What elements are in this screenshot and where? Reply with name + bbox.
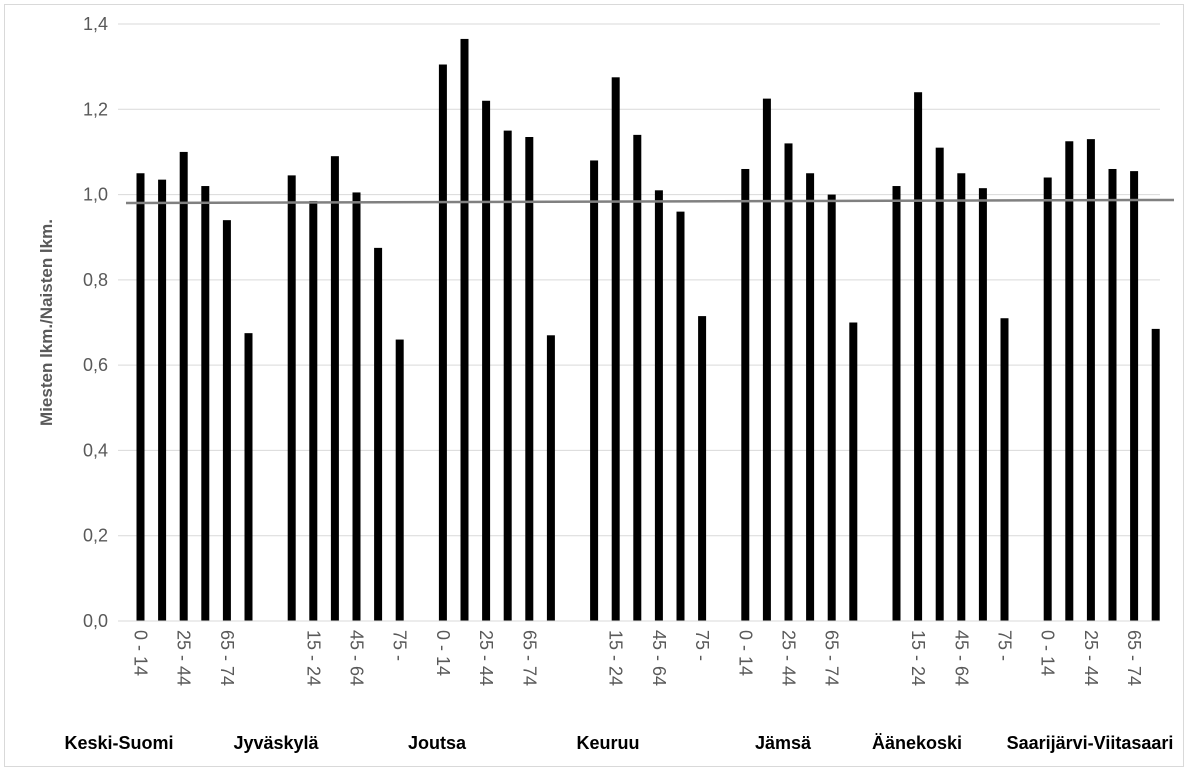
bar <box>438 64 447 621</box>
bar <box>222 220 231 621</box>
bar <box>676 211 685 621</box>
x-tick-label: 25 - 44 <box>1081 630 1101 686</box>
y-tick-label: 1,0 <box>83 185 108 205</box>
x-tick-label: 0 - 14 <box>433 630 453 676</box>
bar <box>460 38 469 622</box>
group-label: Saarijärvi-Viitasaari <box>1007 733 1174 753</box>
x-tick-label: 0 - 14 <box>735 630 755 676</box>
group-label: Äänekoski <box>872 733 962 753</box>
x-tick-label: 45 - 64 <box>649 630 669 686</box>
bar <box>136 173 145 621</box>
bar <box>158 179 167 621</box>
bar <box>892 186 901 622</box>
x-tick-label: 75 - <box>390 630 410 661</box>
x-tick-label: 25 - 44 <box>476 630 496 686</box>
bar <box>1000 318 1009 621</box>
y-tick-label: 0,2 <box>83 526 108 546</box>
group-label: Joutsa <box>408 733 467 753</box>
bar <box>611 77 620 621</box>
bar <box>806 173 815 621</box>
bar <box>1043 177 1052 621</box>
reference-line <box>125 198 1175 205</box>
bar <box>827 194 836 622</box>
x-tick-label: 75 - <box>692 630 712 661</box>
bar <box>849 322 858 621</box>
group-label: Keuruu <box>577 733 640 753</box>
y-tick-label: 0,4 <box>83 440 108 460</box>
bar <box>698 316 707 621</box>
x-tick-label: 65 - 74 <box>519 630 539 686</box>
bar <box>525 137 534 621</box>
bars <box>136 38 1160 622</box>
y-tick-label: 0,0 <box>83 611 108 631</box>
bar <box>762 98 771 621</box>
bar <box>935 147 944 621</box>
group-label: Jämsä <box>755 733 812 753</box>
x-tick-label: 0 - 14 <box>131 630 151 676</box>
y-tick-label: 0,6 <box>83 355 108 375</box>
bar <box>330 156 339 621</box>
bar <box>244 333 253 621</box>
bar <box>201 186 210 622</box>
group-label: Jyväskylä <box>233 733 319 753</box>
x-axis-tick-labels: 0 - 14 25 - 44 65 - 74 15 - 24 45 - 64 75 - 0 … <box>131 630 1145 686</box>
bar <box>1108 168 1117 621</box>
group-label: Keski-Suomi <box>64 733 173 753</box>
x-tick-label: 45 - 64 <box>347 630 367 686</box>
bar <box>1151 328 1160 621</box>
y-tick-label: 0,8 <box>83 270 108 290</box>
x-tick-label: 25 - 44 <box>779 630 799 686</box>
y-axis-tick-labels: 0,0 0,2 0,4 0,6 0,8 1,0 1,2 1,4 <box>83 14 108 631</box>
x-tick-label: 15 - 24 <box>606 630 626 686</box>
bar <box>395 339 404 621</box>
bar <box>309 200 318 622</box>
bar <box>1086 139 1095 621</box>
bar <box>590 160 599 621</box>
x-tick-label: 45 - 64 <box>951 630 971 686</box>
bar <box>287 175 296 621</box>
y-tick-label: 1,4 <box>83 14 108 34</box>
x-tick-label: 65 - 74 <box>1124 630 1144 686</box>
x-tick-label: 15 - 24 <box>303 630 323 686</box>
bar <box>352 192 361 622</box>
y-axis-label: Miesten lkm./Naisten lkm. <box>37 219 56 426</box>
bar <box>914 92 923 621</box>
bar <box>654 190 663 622</box>
bar <box>784 143 793 621</box>
bar <box>741 168 750 621</box>
x-tick-label: 75 - <box>995 630 1015 661</box>
bar <box>1130 171 1139 621</box>
x-tick-label: 0 - 14 <box>1038 630 1058 676</box>
bar <box>957 173 966 621</box>
group-labels: Keski-Suomi Jyväskylä Joutsa Keuruu Jämsä Ään… <box>64 733 1173 753</box>
bar <box>1065 141 1074 621</box>
x-tick-label: 65 - 74 <box>822 630 842 686</box>
bar <box>374 247 383 621</box>
x-tick-label: 25 - 44 <box>174 630 194 686</box>
x-tick-label: 15 - 24 <box>908 630 928 686</box>
bar <box>179 151 188 621</box>
y-tick-label: 1,2 <box>83 99 108 119</box>
bar <box>503 130 512 621</box>
x-tick-label: 65 - 74 <box>217 630 237 686</box>
bar <box>546 335 555 621</box>
bar <box>482 100 491 621</box>
bar <box>978 188 987 622</box>
bar <box>633 134 642 621</box>
